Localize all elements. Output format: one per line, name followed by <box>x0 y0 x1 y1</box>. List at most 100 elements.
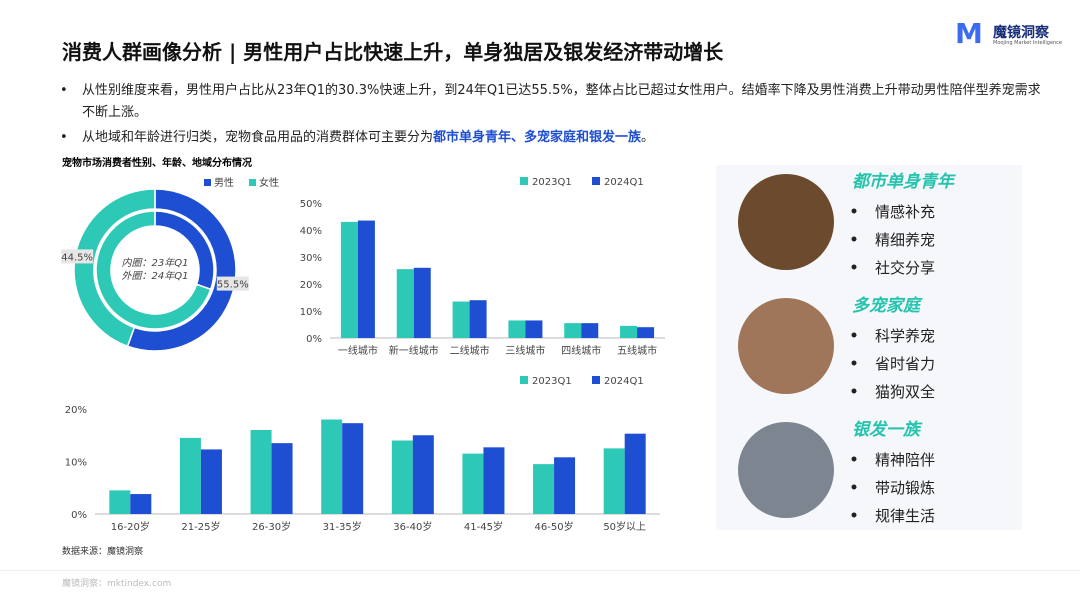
persona-item: 猫狗双全 <box>875 383 935 401</box>
persona-item: 社交分享 <box>875 259 935 277</box>
persona-item: 情感补充 <box>875 203 935 221</box>
bar <box>179 437 201 514</box>
bullet-dot <box>851 512 857 518</box>
x-tick-label: 四线城市 <box>561 344 601 357</box>
bar <box>624 433 646 514</box>
bullet-highlight: 都市单身青年、多宠家庭和银发一族 <box>433 130 642 145</box>
bar <box>412 435 434 514</box>
donut-slice <box>95 210 212 330</box>
y-tick-label: 10% <box>65 458 87 469</box>
bar <box>508 320 526 338</box>
source: 数据来源：魔镜洞察 <box>62 547 144 557</box>
bullet-dot <box>851 388 857 394</box>
legend-label: 女性 <box>259 176 279 189</box>
bullet-dot <box>851 208 857 214</box>
legend-swatch <box>204 179 211 186</box>
bar <box>620 325 638 338</box>
bar <box>581 323 599 338</box>
bar <box>250 430 272 514</box>
bar <box>340 221 358 338</box>
persona-title: 多宠家庭 <box>852 296 923 316</box>
ring-name: 内圈：23年Q1 <box>122 257 189 269</box>
chart-title: 宠物市场消费者性别、年龄、地域分布情况 <box>62 158 252 169</box>
bullet-dot <box>851 484 857 490</box>
value-label-bg <box>61 249 94 264</box>
bar <box>271 443 293 514</box>
bullet-text: 从性别维度来看，男性用户占比从23年Q1的30.3%快速上升，到24年Q1已达5… <box>82 83 1041 120</box>
y-tick-label: 0% <box>71 510 87 521</box>
bullet-dot <box>851 236 857 242</box>
footer: 魔镜洞察：mktindex.com <box>62 579 172 589</box>
x-tick-label: 16-20岁 <box>111 520 150 533</box>
bar <box>603 448 625 514</box>
legend-swatch <box>592 177 600 185</box>
donut-slice <box>73 188 156 348</box>
x-tick-label: 五线城市 <box>617 344 657 357</box>
bullet-dot <box>851 332 857 338</box>
bar <box>130 494 152 514</box>
bullet-dot <box>851 360 857 366</box>
legend-swatch <box>592 376 600 384</box>
value-label-bg <box>216 276 249 291</box>
bar <box>564 323 582 338</box>
y-tick-label: 0% <box>306 334 322 345</box>
legend-label: 2023Q1 <box>532 177 572 188</box>
legend-swatch <box>520 376 528 384</box>
y-tick-label: 40% <box>300 226 322 237</box>
value-label: 55.5% <box>217 280 249 291</box>
persona-item: 省时省力 <box>875 355 935 373</box>
logo-mark: M <box>955 17 983 50</box>
legend-label: 2023Q1 <box>532 376 572 387</box>
bar <box>391 440 413 514</box>
x-tick-label: 新一线城市 <box>389 344 439 357</box>
bar <box>533 464 555 514</box>
y-tick-label: 20% <box>65 405 87 416</box>
bar <box>525 320 543 338</box>
ring-name: 外圈：24年Q1 <box>122 270 189 282</box>
divider <box>0 570 1080 571</box>
y-tick-label: 30% <box>300 253 322 264</box>
bar <box>396 269 414 338</box>
x-tick-label: 三线城市 <box>505 344 545 357</box>
y-tick-label: 20% <box>300 280 322 291</box>
bar <box>637 327 655 338</box>
persona-item: 精神陪伴 <box>875 451 935 469</box>
bar <box>554 457 576 514</box>
persona-item: 带动锻炼 <box>875 479 935 497</box>
bar <box>462 453 484 514</box>
slide-title: 消费人群画像分析 | 男性用户占比快速上升，单身独居及银发经济带动增长 <box>62 40 724 64</box>
x-tick-label: 21-25岁 <box>181 520 220 533</box>
bullet-text: 。 <box>641 130 655 145</box>
y-tick-label: 10% <box>300 307 322 318</box>
donut-slice <box>126 188 237 352</box>
persona-item: 精细养宠 <box>875 231 935 249</box>
legend-label: 2024Q1 <box>604 376 644 387</box>
legend-swatch <box>520 177 528 185</box>
bar <box>321 419 343 514</box>
x-tick-label: 46-50岁 <box>535 520 574 533</box>
legend-label: 男性 <box>214 176 234 189</box>
bullet-dot <box>851 456 857 462</box>
y-tick-label: 50% <box>300 199 322 210</box>
bullet: 从性别维度来看，男性用户占比从23年Q1的30.3%快速上升，到24年Q1已达5… <box>60 80 1042 124</box>
persona-title: 银发一族 <box>852 420 923 440</box>
legend-label: 2024Q1 <box>604 177 644 188</box>
persona-photo <box>738 298 834 394</box>
logo-name: 魔镜洞察 <box>993 25 1049 41</box>
bullet: 从地域和年龄进行归类，宠物食品用品的消费群体可主要分为都市单身青年、多宠家庭和银… <box>60 127 1042 149</box>
bar <box>483 447 505 514</box>
bullet-dot <box>851 264 857 270</box>
bar <box>452 301 470 338</box>
persona-photo <box>738 422 834 518</box>
persona-photo <box>738 174 834 270</box>
bar <box>342 423 364 514</box>
bar <box>200 449 222 514</box>
bar <box>413 267 431 338</box>
x-tick-label: 36-40岁 <box>393 520 432 533</box>
bar <box>469 300 487 338</box>
legend-swatch <box>249 179 256 186</box>
persona-item: 科学养宠 <box>875 327 935 345</box>
x-tick-label: 41-45岁 <box>464 520 503 533</box>
